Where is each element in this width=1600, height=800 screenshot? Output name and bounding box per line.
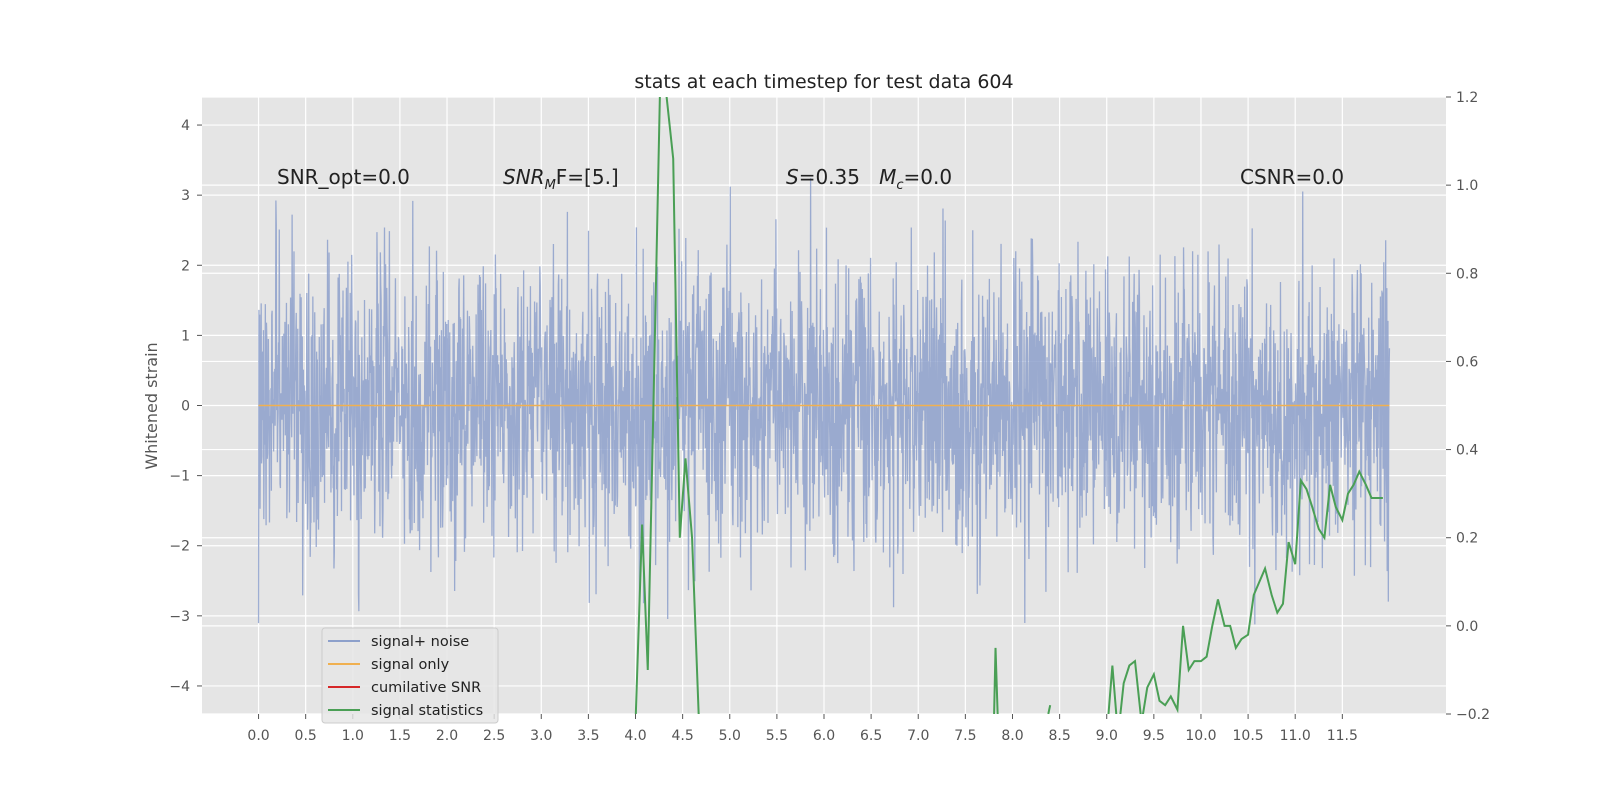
- signal-plus-noise-line: [257, 178, 1391, 625]
- x-tick-label: 1.0: [342, 728, 364, 744]
- x-tick-label: 9.0: [1096, 728, 1118, 744]
- signal-statistics-line: [1107, 469, 1383, 714]
- y-tick-label: 2: [181, 258, 190, 274]
- x-tick-label: 5.5: [766, 728, 788, 744]
- x-tick-label: 11.5: [1327, 728, 1358, 744]
- y-tick-label: 4: [181, 118, 190, 134]
- x-tick-label: 1.5: [389, 728, 411, 744]
- y2-tick-label: 1.2: [1456, 90, 1478, 106]
- y2-tick-label: 0.2: [1456, 531, 1478, 547]
- x-tick-label: 0.0: [247, 728, 269, 744]
- y2-tick-label: 0.8: [1456, 266, 1478, 282]
- x-tick-label: 4.5: [672, 728, 694, 744]
- annotation-snr-mf-sub: M: [545, 178, 556, 193]
- y2-tick-label: 0.4: [1456, 443, 1478, 459]
- annotation-s-symbol: S: [786, 165, 799, 189]
- signal-statistics-line: [1047, 704, 1052, 714]
- y-tick-label: −3: [169, 609, 190, 625]
- annotation-s-value: =0.35: [799, 165, 879, 189]
- y-tick-label: −4: [169, 679, 190, 695]
- x-tick-label: 4.0: [624, 728, 646, 744]
- y-tick-label: −1: [169, 469, 190, 485]
- legend-box: [321, 627, 499, 724]
- y-tick-label: 0: [181, 399, 190, 415]
- axis-ticks: 0.0 0.5 1.0 1.5 2.0 2.5 3.0 3.5 4.0 4.5 5.0 5.5 6.0 6…: [169, 90, 1490, 744]
- annotation-csnr: CSNR=0.0: [1240, 165, 1344, 189]
- x-tick-label: 8.0: [1001, 728, 1023, 744]
- y2-tick-label: 0.6: [1456, 354, 1478, 370]
- series-signal-plus-noise: [257, 178, 1391, 625]
- signal-statistics-line: [993, 647, 999, 714]
- y2-tick-label: −0.2: [1456, 707, 1490, 723]
- legend-label-signal-plus-noise: signal+ noise: [371, 634, 469, 650]
- x-tick-label: 9.5: [1143, 728, 1165, 744]
- y-tick-label: −2: [169, 539, 190, 555]
- x-tick-label: 3.0: [530, 728, 552, 744]
- annotation-mc-sub: c: [896, 178, 903, 193]
- x-tick-label: 7.5: [954, 728, 976, 744]
- legend-label-signal-statistics: signal statistics: [371, 703, 483, 719]
- x-tick-label: 6.0: [813, 728, 835, 744]
- annotation-mc-value: =0.0: [904, 165, 953, 189]
- x-tick-label: 2.5: [483, 728, 505, 744]
- x-tick-label: 8.5: [1048, 728, 1070, 744]
- legend-label-signal-only: signal only: [371, 657, 450, 673]
- annotation-mc-base: M: [879, 165, 896, 189]
- x-tick-label: 6.5: [860, 728, 882, 744]
- y-tick-label: 1: [181, 328, 190, 344]
- y2-tick-label: 1.0: [1456, 178, 1478, 194]
- y-tick-label: 3: [181, 188, 190, 204]
- annotation-snr-mf: SNRMF=[5.]: [503, 165, 619, 193]
- signal-statistics-line: [634, 97, 700, 714]
- x-tick-label: 3.5: [577, 728, 599, 744]
- annotations: SNR_opt=0.0 SNRMF=[5.] S=0.35 Mc=0.0 CSN…: [277, 165, 1344, 193]
- x-tick-label: 10.0: [1185, 728, 1216, 744]
- x-tick-label: 10.5: [1233, 728, 1264, 744]
- y-axis-label: Whitened strain: [142, 342, 161, 469]
- series-signal-statistics: [634, 97, 1383, 714]
- annotation-snr-opt: SNR_opt=0.0: [277, 165, 410, 189]
- x-tick-label: 5.0: [719, 728, 741, 744]
- x-tick-label: 11.0: [1280, 728, 1311, 744]
- x-tick-label: 2.0: [436, 728, 458, 744]
- legend: signal+ noise signal only cumilative SNR…: [321, 627, 499, 724]
- x-tick-label: 0.5: [295, 728, 317, 744]
- annotation-snr-mf-value: F=[5.]: [556, 165, 619, 189]
- x-tick-label: 7.0: [907, 728, 929, 744]
- legend-label-cumilative-snr: cumilative SNR: [371, 680, 481, 696]
- annotation-snr-mf-base: SNR: [503, 165, 545, 189]
- chart-title: stats at each timestep for test data 604: [634, 71, 1013, 93]
- annotation-s-mc: S=0.35 Mc=0.0: [786, 165, 952, 193]
- y2-tick-label: 0.0: [1456, 619, 1478, 635]
